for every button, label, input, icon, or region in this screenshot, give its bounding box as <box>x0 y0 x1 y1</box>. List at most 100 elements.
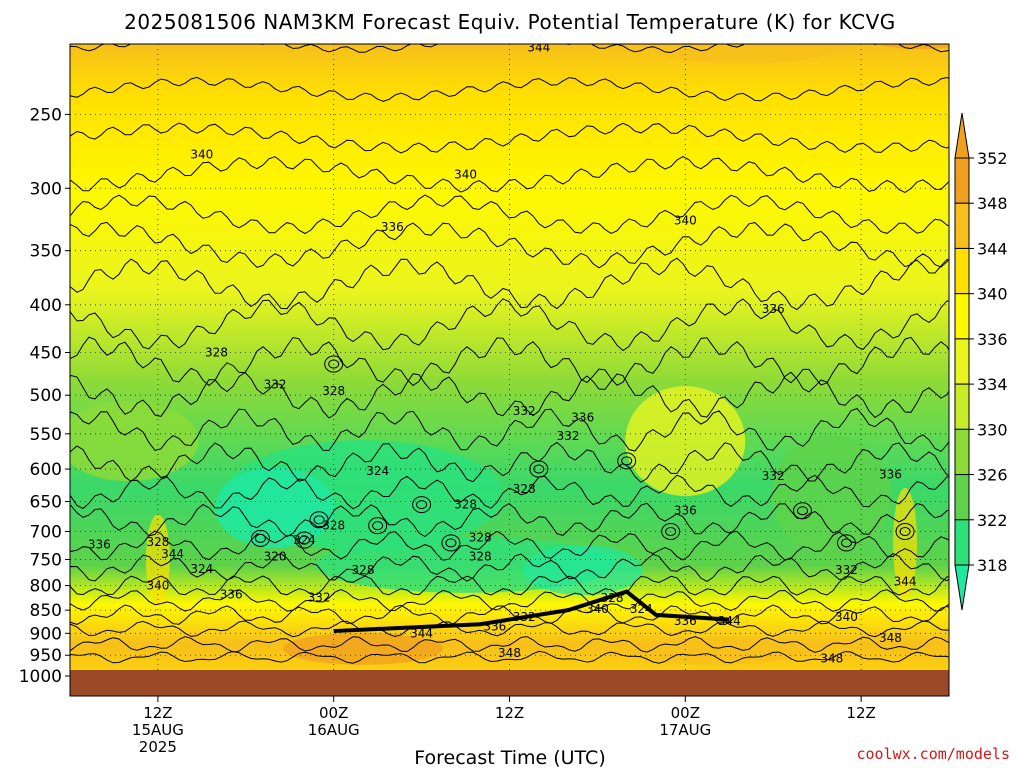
contour-label: 336 <box>762 302 785 316</box>
colorbar-label: 330 <box>977 420 1008 439</box>
chart-title: 2025081506 NAM3KM Forecast Equiv. Potent… <box>124 10 896 34</box>
colorbar-segment <box>954 293 970 340</box>
contour-line <box>70 76 949 102</box>
x-tick-label: 15AUG <box>132 721 184 739</box>
colorbar-segment <box>954 338 970 385</box>
contour-label: 324 <box>190 562 213 576</box>
contour-lines <box>70 44 949 664</box>
contour-line <box>70 194 949 235</box>
front-line <box>333 589 730 634</box>
colorbar-extend-top <box>954 112 970 159</box>
gridlines <box>70 44 949 696</box>
x-axis-label: Forecast Time (UTC) <box>414 747 605 768</box>
colorbar-label: 348 <box>977 194 1008 213</box>
contour-line <box>70 298 949 352</box>
contour-label: 336 <box>674 614 697 628</box>
contour-label: 328 <box>322 384 345 398</box>
contour-label: 336 <box>483 620 506 634</box>
y-tick-label: 800 <box>30 577 62 597</box>
y-tick-label: 250 <box>30 105 62 125</box>
y-axis: 250 300 350 400 450 500 550 600 650 700 750 800 850 9… <box>19 105 70 687</box>
contour-cell-inner <box>840 538 852 548</box>
field-cell <box>215 467 336 548</box>
y-tick-label: 700 <box>30 523 62 543</box>
x-tick-label: 2025 <box>139 738 177 756</box>
ground-below-surface <box>70 670 949 696</box>
contour-cell-inner <box>298 535 310 545</box>
field-cell <box>771 435 892 556</box>
field-cell <box>893 487 918 598</box>
x-tick-label: 16AUG <box>308 721 360 739</box>
contour-cell <box>661 523 681 541</box>
y-tick-label: 400 <box>30 296 62 316</box>
x-tick-label: 00Z <box>319 704 348 722</box>
contour-line <box>70 336 949 387</box>
colorbar-label: 322 <box>977 511 1008 530</box>
contour-cell <box>529 460 549 478</box>
contour-line <box>70 530 949 561</box>
contour-line <box>70 553 949 582</box>
field-cell <box>522 545 643 596</box>
y-tick-label: 600 <box>30 460 62 480</box>
contour-label: 332 <box>513 404 536 418</box>
contour-line <box>70 257 949 311</box>
contour-line <box>70 371 949 419</box>
contour-label: 332 <box>835 563 858 577</box>
contour-label: 336 <box>88 538 111 552</box>
contour-cell <box>412 496 432 514</box>
contour-line <box>70 441 949 483</box>
contour-label: 328 <box>352 563 375 577</box>
contour-cell-inner <box>797 506 808 516</box>
contour-label: 344 <box>527 41 550 55</box>
contour-label: 328 <box>469 530 492 544</box>
field-cell <box>624 636 805 665</box>
contour-cell <box>836 534 856 552</box>
contour-line <box>70 604 949 626</box>
contour-cell-inner <box>416 500 428 510</box>
colorbar-segment <box>954 247 970 295</box>
field-cell <box>874 44 949 49</box>
contour-label: 340 <box>586 602 609 616</box>
x-tick-label: 12Z <box>143 704 172 722</box>
colorbar-segment <box>954 157 970 204</box>
contour-label: 332 <box>308 591 331 605</box>
contour-line <box>70 650 949 664</box>
contour-cell <box>895 523 915 541</box>
y-tick-label: 550 <box>30 425 62 445</box>
contour-line <box>70 636 949 653</box>
y-tick-label: 300 <box>30 179 62 199</box>
y-tick-label: 900 <box>30 624 62 644</box>
contour-label: 344 <box>894 575 917 589</box>
y-tick-label: 350 <box>30 242 62 262</box>
contour-cell <box>368 517 388 535</box>
contour-cell <box>324 355 344 373</box>
contour-label: 328 <box>322 519 345 533</box>
contour-label: 336 <box>879 467 902 481</box>
contour-line <box>70 408 949 453</box>
x-tick-label: 17AUG <box>659 721 711 739</box>
contour-cell-inner <box>621 456 633 466</box>
contour-label: 340 <box>835 610 858 624</box>
colorbar-extend-bottom <box>954 564 970 611</box>
contour-label: 328 <box>146 535 169 549</box>
contour-cell-inner <box>372 521 384 531</box>
colorbar-segment <box>954 474 970 521</box>
contour-label: 332 <box>264 378 287 392</box>
contour-label: 340 <box>454 168 477 182</box>
colorbar-segment <box>954 519 970 566</box>
y-tick-label: 1000 <box>19 667 62 687</box>
contour-label: 328 <box>601 591 624 605</box>
colorbar-label: 344 <box>977 239 1008 258</box>
colorbar-segment <box>954 383 970 430</box>
contour-cell <box>250 529 270 547</box>
contour-label: 348 <box>820 652 843 666</box>
colorbar: 352 348 344 340 336 334 330 326 322 318 <box>954 112 1008 611</box>
colorbar-label: 318 <box>977 556 1008 575</box>
colorbar-segment <box>954 428 970 476</box>
contour-label: 320 <box>264 550 287 564</box>
contour-label: 328 <box>205 346 228 360</box>
field-features <box>70 44 949 665</box>
contour-cell-inner <box>313 515 325 525</box>
y-tick-label: 950 <box>30 646 62 666</box>
